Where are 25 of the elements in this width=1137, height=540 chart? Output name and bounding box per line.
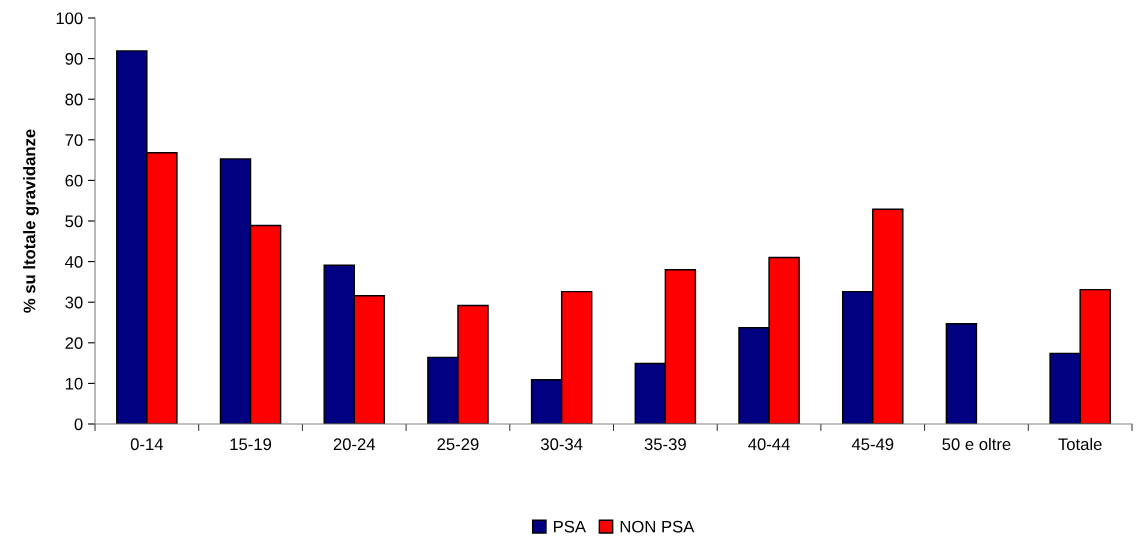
x-tick-label: 45-49 bbox=[851, 438, 894, 451]
y-tick-label: 90 bbox=[65, 53, 83, 65]
x-tick-label: 35-39 bbox=[644, 438, 686, 451]
x-tick-label: 20-24 bbox=[333, 438, 376, 451]
y-tick-label: 10 bbox=[65, 377, 83, 390]
x-tick-label: 0-14 bbox=[130, 438, 164, 451]
x-tick-label: Totale bbox=[1058, 437, 1102, 451]
x-tick-label: 15-19 bbox=[230, 438, 272, 451]
x-tick-label: 25-29 bbox=[437, 438, 479, 451]
y-tick-label: 30 bbox=[65, 296, 83, 309]
y-tick-label: 80 bbox=[65, 93, 83, 106]
legend-label: NON PSA bbox=[620, 520, 695, 533]
legend-label: PSA bbox=[554, 520, 586, 533]
y-tick-label: 100 bbox=[56, 12, 83, 25]
y-tick-label: 50 bbox=[65, 215, 83, 228]
x-tick-label: 50 e oltre bbox=[942, 437, 1011, 451]
y-axis-title: % su ltotale gravidanze bbox=[23, 129, 39, 313]
y-tick-label: 70 bbox=[65, 134, 83, 146]
y-tick-label: 60 bbox=[65, 174, 83, 187]
bar bbox=[945, 323, 978, 424]
x-tick-label: 30-34 bbox=[540, 438, 583, 451]
y-tick-label: 20 bbox=[65, 337, 83, 349]
x-tick-label: 40-44 bbox=[748, 438, 790, 451]
y-tick-label: 0 bbox=[74, 418, 83, 431]
y-tick-label: 40 bbox=[65, 256, 83, 268]
